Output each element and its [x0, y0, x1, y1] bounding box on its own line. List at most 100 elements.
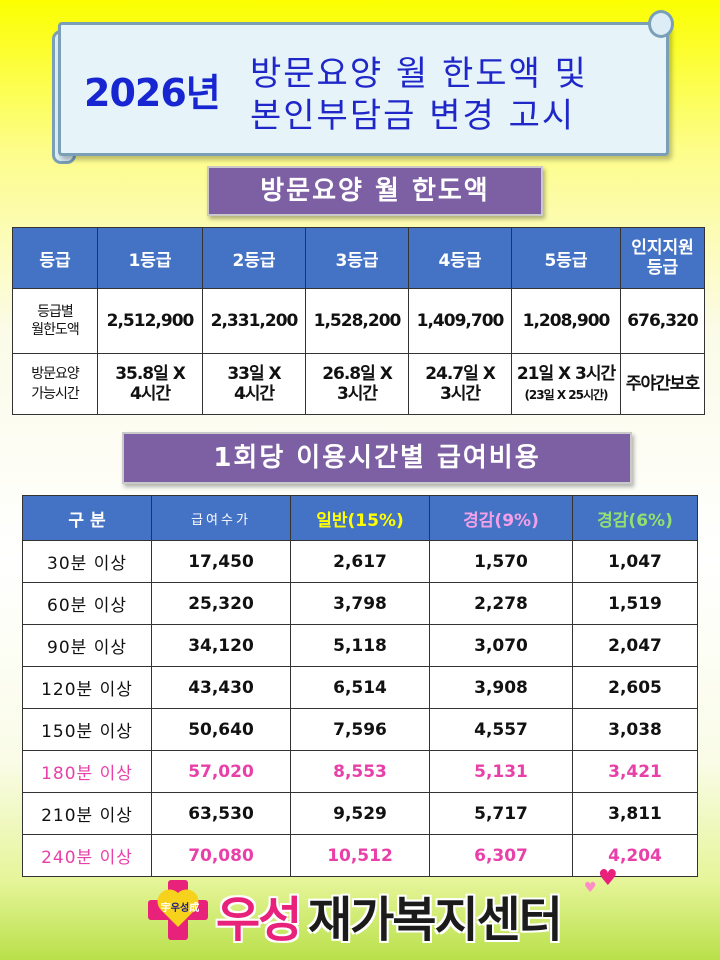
cell-reduced9: 3,070	[429, 624, 573, 667]
title-banner	[58, 22, 669, 156]
hours-line1: 33일 X	[227, 364, 281, 384]
hours-line2: 4시간	[129, 384, 171, 404]
org-name-part1: 우성	[216, 892, 302, 948]
title-year: 2026년	[84, 71, 221, 115]
header-cognitive-line2: 등급	[646, 258, 679, 278]
hours-line1: 35.8일 X	[115, 364, 186, 384]
cell-general: 2,617	[290, 540, 430, 583]
decorative-hearts-icon: ♥ ♥	[584, 866, 618, 896]
cell-reduced6: 2,605	[572, 666, 698, 709]
hours-line1: 21일 X 3시간	[516, 363, 616, 384]
cell-reduced6: 1,047	[572, 540, 698, 583]
cell-reduced6: 3,038	[572, 708, 698, 751]
cell-general: 10,512	[290, 834, 430, 877]
cell-general: 9,529	[290, 792, 430, 835]
table-row: 150분 이상 50,640 7,596 4,557 3,038	[22, 708, 698, 751]
row-label-line1: 등급별	[37, 304, 74, 320]
cell-general: 8,553	[290, 750, 430, 793]
hours-grade-5: 21일 X 3시간 (23일 X 25시간)	[511, 353, 621, 415]
table-row: 180분 이상 57,020 8,553 5,131 3,421	[22, 750, 698, 793]
cell-general: 3,798	[290, 582, 430, 625]
header-cognitive-grade: 인지지원 등급	[620, 227, 705, 289]
table-row-monthly-limit: 등급별 월한도액 2,512,900 2,331,200 1,528,200 1…	[12, 288, 705, 354]
row-label-available-hours: 방문요양 가능시간	[12, 353, 98, 415]
row-label-line2: 월한도액	[31, 322, 80, 338]
header-reduced-9: 경감(9%)	[429, 495, 573, 541]
cell-fee: 63,530	[151, 792, 291, 835]
seal-right: 成	[189, 903, 200, 914]
limit-grade-1: 2,512,900	[97, 288, 203, 354]
limit-grade-2: 2,331,200	[202, 288, 306, 354]
header-grade-1: 1등급	[97, 227, 203, 289]
seal-left: 宇	[160, 903, 171, 914]
cell-fee: 17,450	[151, 540, 291, 583]
cell-fee: 50,640	[151, 708, 291, 751]
cell-category: 150분 이상	[22, 708, 152, 751]
table-header-row: 구 분 급여수가 일반(15%) 경감(9%) 경감(6%)	[22, 495, 698, 541]
header-grade: 등급	[12, 227, 98, 289]
scroll-roll-right	[648, 10, 674, 38]
header-reduced-6: 경감(6%)	[572, 495, 698, 541]
table-row-available-hours: 방문요양 가능시간 35.8일 X 4시간 33일 X 4시간 26.8일 X …	[12, 353, 705, 415]
cell-reduced9: 6,307	[429, 834, 573, 877]
limit-grade-4: 1,409,700	[408, 288, 512, 354]
hours-line2: 4시간	[233, 384, 275, 404]
hours-grade-1: 35.8일 X 4시간	[97, 353, 203, 415]
cell-reduced9: 5,131	[429, 750, 573, 793]
header-grade-3: 3등급	[305, 227, 409, 289]
section-label-monthly-limit: 방문요양 월 한도액	[207, 166, 543, 216]
seal-mid: 우성	[170, 903, 190, 914]
header-grade-4: 4등급	[408, 227, 512, 289]
cell-category: 30분 이상	[22, 540, 152, 583]
table-row: 90분 이상 34,120 5,118 3,070 2,047	[22, 624, 698, 667]
cell-fee: 70,080	[151, 834, 291, 877]
header-cognitive-line1: 인지지원	[631, 238, 694, 258]
cell-reduced6: 1,519	[572, 582, 698, 625]
cell-reduced9: 3,908	[429, 666, 573, 709]
cell-reduced6: 4,204	[572, 834, 698, 877]
hours-grade-3: 26.8일 X 3시간	[305, 353, 409, 415]
section-label-cost-per-visit: 1회당 이용시간별 급여비용	[122, 432, 632, 484]
row-label-line2: 가능시간	[31, 386, 80, 402]
cell-reduced6: 3,421	[572, 750, 698, 793]
cross-logo-icon	[148, 880, 208, 940]
cell-fee: 43,430	[151, 666, 291, 709]
hours-line1: 26.8일 X	[322, 364, 393, 384]
limit-cognitive: 676,320	[620, 288, 705, 354]
cell-reduced6: 2,047	[572, 624, 698, 667]
cell-fee: 57,020	[151, 750, 291, 793]
cell-category: 60분 이상	[22, 582, 152, 625]
header-grade-2: 2등급	[202, 227, 306, 289]
cost-per-visit-table: 구 분 급여수가 일반(15%) 경감(9%) 경감(6%) 30분 이상 17,…	[22, 495, 698, 877]
cell-reduced6: 3,811	[572, 792, 698, 835]
table-row: 30분 이상 17,450 2,617 1,570 1,047	[22, 540, 698, 583]
table-header-row: 등급 1등급 2등급 3등급 4등급 5등급 인지지원 등급	[12, 227, 705, 289]
cell-category: 90분 이상	[22, 624, 152, 667]
header-fee: 급여수가	[151, 495, 291, 541]
row-label-line1: 방문요양	[31, 366, 80, 382]
table-row: 240분 이상 70,080 10,512 6,307 4,204	[22, 834, 698, 877]
limit-grade-5: 1,208,900	[511, 288, 621, 354]
org-name-part2: 재가복지센터	[308, 892, 563, 948]
row-label-monthly-limit: 등급별 월한도액	[12, 288, 98, 354]
header-category: 구 분	[22, 495, 152, 541]
logo-seal-text: 宇우성成	[150, 899, 210, 914]
cell-fee: 25,320	[151, 582, 291, 625]
table-row: 60분 이상 25,320 3,798 2,278 1,519	[22, 582, 698, 625]
cell-reduced9: 4,557	[429, 708, 573, 751]
header-grade-5: 5등급	[511, 227, 621, 289]
monthly-limit-table: 등급 1등급 2등급 3등급 4등급 5등급 인지지원 등급 등급별 월한도액 …	[12, 227, 705, 415]
hours-line2: 3시간	[336, 384, 378, 404]
cell-reduced9: 1,570	[429, 540, 573, 583]
hours-line1: 24.7일 X	[425, 364, 496, 384]
cell-reduced9: 5,717	[429, 792, 573, 835]
hours-grade-2: 33일 X 4시간	[202, 353, 306, 415]
cell-category: 120분 이상	[22, 666, 152, 709]
cell-general: 5,118	[290, 624, 430, 667]
header-general: 일반(15%)	[290, 495, 430, 541]
cell-category: 180분 이상	[22, 750, 152, 793]
hours-grade-4: 24.7일 X 3시간	[408, 353, 512, 415]
hours-line2: 3시간	[439, 384, 481, 404]
hours-line2: (23일 X 25시간)	[524, 387, 608, 402]
cell-category: 210분 이상	[22, 792, 152, 835]
